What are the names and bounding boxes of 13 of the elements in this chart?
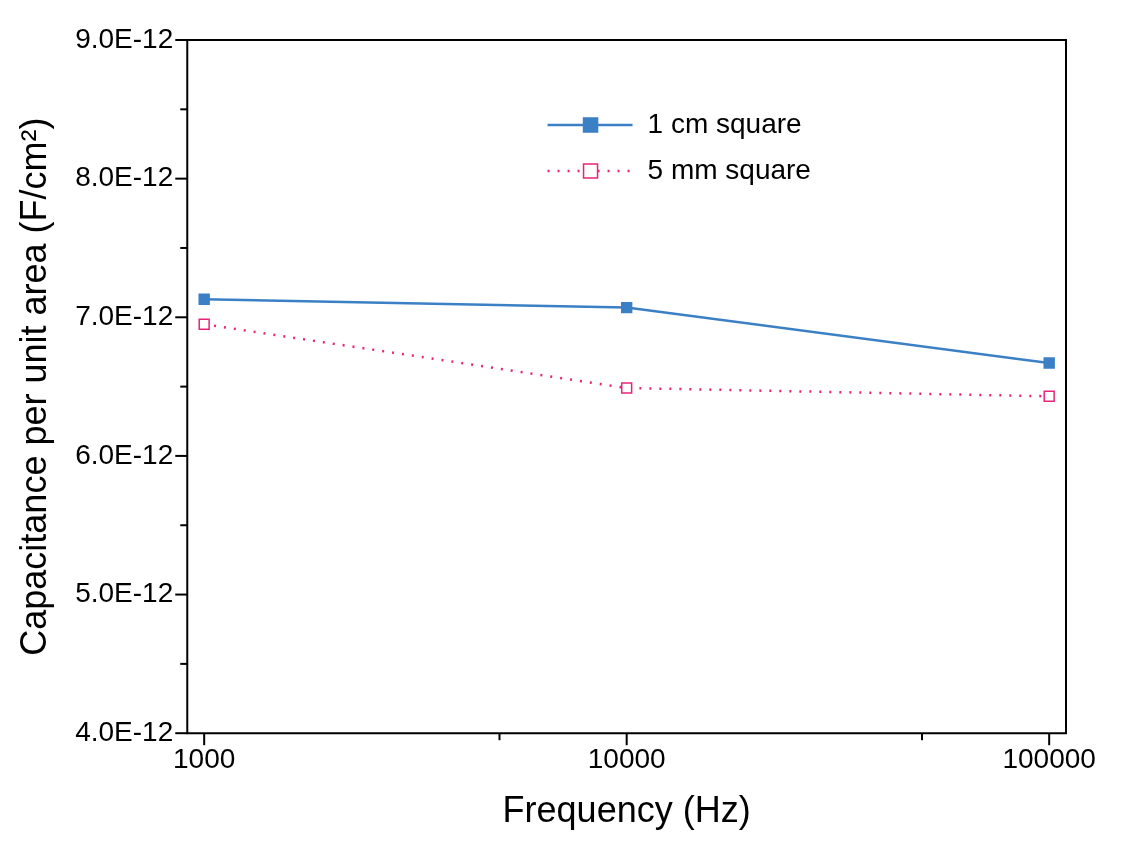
y-tick-label: 6.0E-12 [75, 438, 174, 470]
y-tick-label: 7.0E-12 [75, 300, 174, 331]
y-tick-label: 4.0E-12 [75, 715, 174, 747]
x-tick-label: 10000 [587, 742, 666, 774]
x-tick-label: 100000 [1002, 742, 1096, 774]
y-tick-label: 9.0E-12 [75, 22, 174, 54]
x-tick-label: 1000 [173, 742, 236, 774]
y-tick-label: 5.0E-12 [75, 577, 174, 609]
y-tick-label: 8.0E-12 [75, 161, 174, 193]
y-axis-title: Capacitance per unit area (F/cm²) [12, 117, 54, 656]
x-axis-title: Frequency (Hz) [502, 789, 751, 831]
legend-label: 5 mm square [647, 153, 811, 185]
legend-label: 1 cm square [647, 107, 802, 139]
